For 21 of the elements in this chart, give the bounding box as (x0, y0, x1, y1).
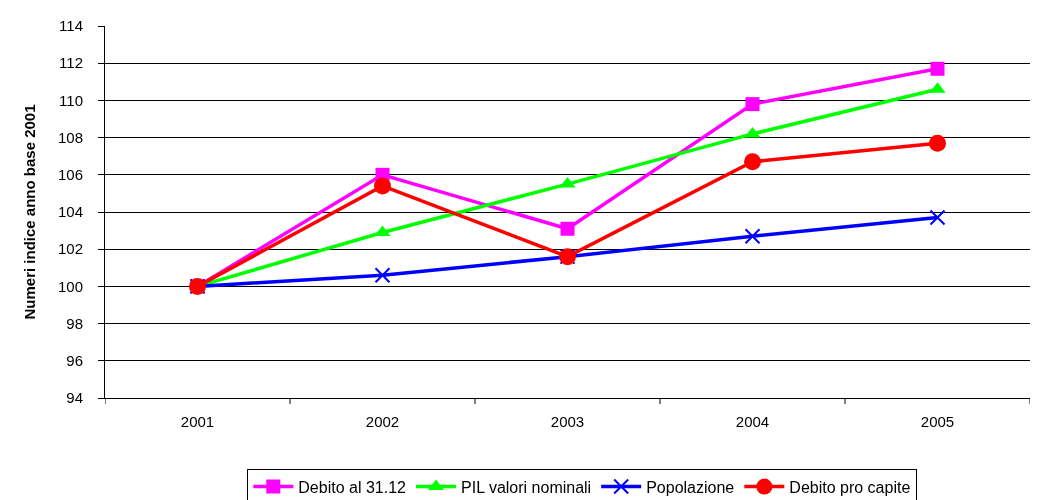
legend-label: PIL valori nominali (461, 478, 592, 496)
y-tick-label: 110 (59, 91, 83, 109)
x-tick-label: 2004 (735, 413, 770, 430)
legend-label: Popolazione (646, 478, 735, 496)
x-tick-label: 2003 (550, 413, 585, 430)
y-tick-label: 94 (66, 389, 83, 407)
y-tick-label: 96 (66, 352, 83, 370)
legend-label: Debito al 31.12 (298, 478, 407, 496)
y-tick-label: 100 (57, 277, 83, 295)
y-tick-label: 98 (66, 314, 83, 332)
y-axis-title: Numeri indice anno base 2001 (21, 104, 39, 320)
y-tick-label: 108 (57, 128, 83, 146)
x-tick-label: 2001 (180, 413, 215, 430)
x-tick-label: 2002 (365, 413, 400, 430)
y-tick-label: 106 (57, 166, 83, 184)
y-tick-label: 102 (57, 240, 83, 258)
y-tick-label: 112 (59, 54, 83, 72)
legend-label: Debito pro capite (789, 478, 911, 496)
x-tick-label: 2005 (920, 413, 955, 430)
y-tick-label: 104 (57, 203, 83, 221)
y-tick-label: 114 (59, 17, 83, 35)
